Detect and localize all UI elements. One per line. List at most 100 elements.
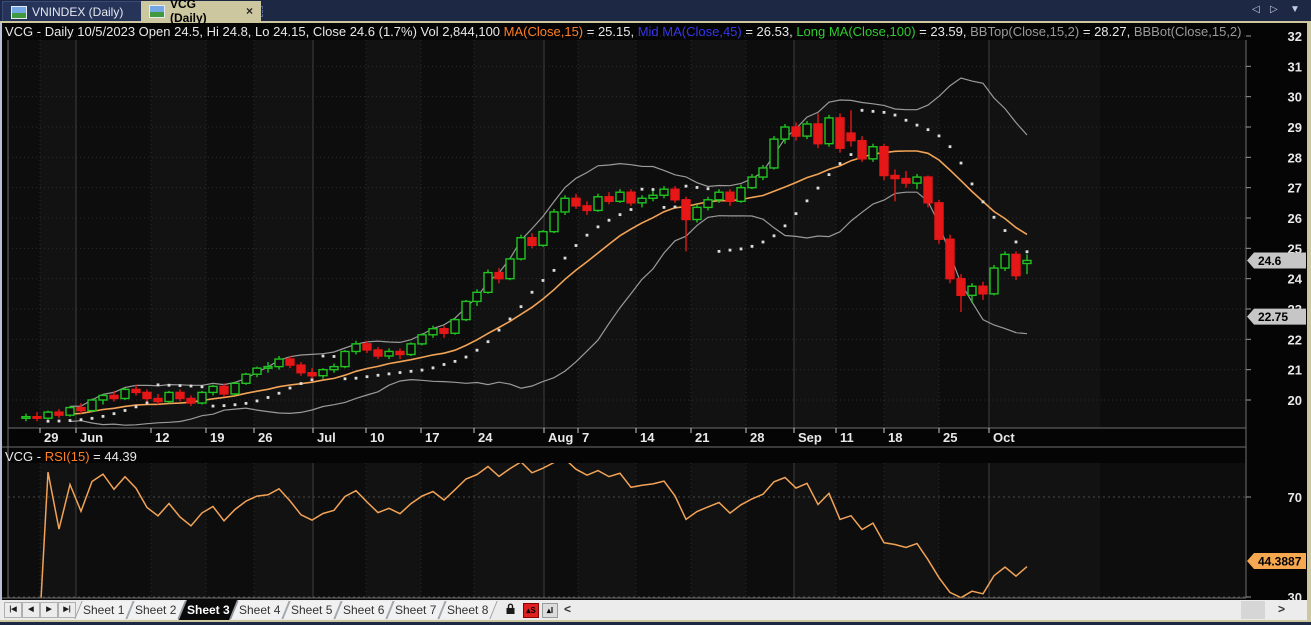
sheet-tab-6[interactable]: Sheet 6 bbox=[334, 601, 394, 619]
sheet-tab-label: Sheet 7 bbox=[395, 603, 437, 617]
document-tab-bar: VNINDEX (Daily) VCG (Daily) × ◁ ▷ ▼ bbox=[0, 0, 1311, 25]
tab-label: VNINDEX (Daily) bbox=[32, 5, 124, 19]
svg-text:17: 17 bbox=[425, 430, 439, 445]
svg-text:12: 12 bbox=[155, 430, 169, 445]
document-tab-vnindex[interactable]: VNINDEX (Daily) bbox=[2, 1, 156, 22]
svg-text:24: 24 bbox=[478, 430, 493, 445]
title-segment: VCG - bbox=[5, 449, 45, 464]
title-segment: = 22.03, bbox=[1242, 24, 1244, 39]
title-segment: BBBot(Close,15,2) bbox=[1133, 24, 1242, 39]
sar-dots bbox=[46, 108, 1029, 423]
svg-text:29: 29 bbox=[44, 430, 58, 445]
bbtop-line bbox=[69, 77, 1028, 407]
title-segment: = 23.59, bbox=[915, 24, 971, 39]
prev-sheet-button[interactable]: ◀ bbox=[22, 602, 40, 618]
title-segment: BBTop(Close,15,2) bbox=[970, 24, 1080, 39]
price-overlays bbox=[69, 77, 1028, 426]
candles-layer bbox=[21, 110, 1032, 422]
sheet-scroll-back-icon[interactable]: < bbox=[564, 602, 572, 616]
right-window-border bbox=[1307, 21, 1311, 622]
sheet-tab-4[interactable]: Sheet 4 bbox=[230, 601, 290, 619]
lock-icon[interactable] bbox=[503, 603, 517, 616]
chart-thumbnail-icon bbox=[11, 5, 27, 19]
bottom-window-border bbox=[0, 620, 1311, 622]
svg-text:Jun: Jun bbox=[80, 430, 103, 445]
sheet-tab-7[interactable]: Sheet 7 bbox=[386, 601, 446, 619]
rsi-value-tag: 44.3887 bbox=[1247, 553, 1306, 570]
next-sheet-button[interactable]: ▶ bbox=[40, 602, 58, 618]
svg-text:21: 21 bbox=[1288, 363, 1302, 378]
sheet-tab-label: Sheet 2 bbox=[135, 603, 177, 617]
flag-s-icon[interactable]: ▴S bbox=[523, 603, 539, 618]
svg-text:70: 70 bbox=[1288, 490, 1302, 505]
ma15-line bbox=[69, 150, 1028, 415]
title-segment: RSI(15) bbox=[44, 449, 90, 464]
first-sheet-button[interactable]: |◀ bbox=[4, 602, 22, 618]
close-tab-icon[interactable]: × bbox=[245, 4, 253, 18]
price-axis: 3231302928272625242322212024.622.75 bbox=[1246, 29, 1306, 408]
svg-text:28: 28 bbox=[1288, 150, 1302, 165]
svg-text:26: 26 bbox=[1288, 211, 1302, 226]
chart-region: 3231302928272625242322212024.622.7529Jun… bbox=[0, 23, 1307, 600]
marker-price-tag: 22.75 bbox=[1247, 308, 1306, 325]
svg-text:27: 27 bbox=[1288, 181, 1302, 196]
sheet-tab-5[interactable]: Sheet 5 bbox=[282, 601, 342, 619]
title-segment: = 28.27, bbox=[1079, 24, 1134, 39]
tab-bar-accent-line bbox=[0, 21, 1311, 23]
sheet-tab-3[interactable]: Sheet 3 bbox=[177, 600, 239, 620]
sheet-tab-2[interactable]: Sheet 2 bbox=[126, 601, 186, 619]
tab-scroll-right-icon[interactable]: ▷ bbox=[1270, 4, 1278, 15]
svg-text:29: 29 bbox=[1288, 120, 1302, 135]
svg-text:19: 19 bbox=[210, 430, 224, 445]
title-segment: Mid MA(Close,45) bbox=[637, 24, 742, 39]
sheet-tab-label: Sheet 1 bbox=[83, 603, 125, 617]
chart-canvas[interactable]: 3231302928272625242322212024.622.7529Jun… bbox=[0, 23, 1307, 600]
last-close-price-tag: 24.6 bbox=[1247, 252, 1306, 269]
bbbot-line bbox=[69, 191, 1028, 426]
svg-text:7: 7 bbox=[582, 430, 589, 445]
sheet-scroll-forward-icon[interactable]: > bbox=[1277, 602, 1285, 616]
rsi-line bbox=[40, 463, 1028, 598]
flag-i-icon[interactable]: ▴I bbox=[542, 603, 558, 618]
left-window-border bbox=[0, 23, 2, 600]
svg-text:14: 14 bbox=[640, 430, 655, 445]
sheet-tab-1[interactable]: Sheet 1 bbox=[74, 601, 134, 619]
last-sheet-button[interactable]: ▶| bbox=[58, 602, 76, 618]
gridlines bbox=[8, 35, 1246, 598]
pane-borders bbox=[0, 40, 1247, 599]
svg-text:Jul: Jul bbox=[317, 430, 336, 445]
sheet-tab-8[interactable]: Sheet 8 bbox=[438, 601, 498, 619]
rsi-pane-title: VCG - RSI(15) = 44.39 bbox=[5, 449, 705, 464]
title-segment: Long MA(Close,100) bbox=[796, 24, 916, 39]
svg-text:Sep: Sep bbox=[798, 430, 822, 445]
svg-text:22: 22 bbox=[1288, 332, 1302, 347]
svg-text:10: 10 bbox=[370, 430, 384, 445]
svg-text:24: 24 bbox=[1288, 272, 1303, 287]
tab-scroll-left-icon[interactable]: ◁ bbox=[1252, 4, 1260, 15]
document-tab-vcg[interactable]: VCG (Daily) × bbox=[141, 0, 261, 25]
sheet-tab-label: Sheet 3 bbox=[186, 603, 230, 617]
svg-text:22.75: 22.75 bbox=[1258, 310, 1288, 324]
title-segment: = 26.53, bbox=[741, 24, 797, 39]
chart-title-bar: VCG - Daily 10/5/2023 Open 24.5, Hi 24.8… bbox=[5, 24, 1243, 40]
svg-text:24.6: 24.6 bbox=[1258, 254, 1282, 268]
plot-backgrounds bbox=[8, 40, 1246, 598]
svg-text:30: 30 bbox=[1288, 90, 1302, 105]
svg-text:18: 18 bbox=[888, 430, 902, 445]
svg-text:20: 20 bbox=[1288, 393, 1302, 408]
sheet-tab-label: Sheet 4 bbox=[239, 603, 281, 617]
svg-text:Aug: Aug bbox=[548, 430, 573, 445]
sheet-tab-bar: |◀ ◀ ▶ ▶| Sheet 1 Sheet 2 Sheet 3 Sheet 4 Sheet … bbox=[0, 600, 1307, 620]
tab-label: VCG (Daily) bbox=[170, 0, 207, 25]
tab-menu-icon[interactable]: ▼ bbox=[1290, 4, 1300, 15]
svg-text:Oct: Oct bbox=[993, 430, 1015, 445]
title-segment: VCG - Daily 10/5/2023 Open 24.5, Hi 24.8… bbox=[5, 24, 504, 39]
svg-text:44.3887: 44.3887 bbox=[1258, 555, 1302, 569]
svg-text:11: 11 bbox=[840, 430, 854, 445]
svg-text:25: 25 bbox=[943, 430, 957, 445]
rsi-axis: 70 30 44.3887 bbox=[1246, 490, 1306, 600]
sheet-tab-label: Sheet 6 bbox=[343, 603, 385, 617]
svg-text:28: 28 bbox=[750, 430, 764, 445]
horizontal-scrollbar-thumb[interactable] bbox=[1241, 601, 1265, 619]
